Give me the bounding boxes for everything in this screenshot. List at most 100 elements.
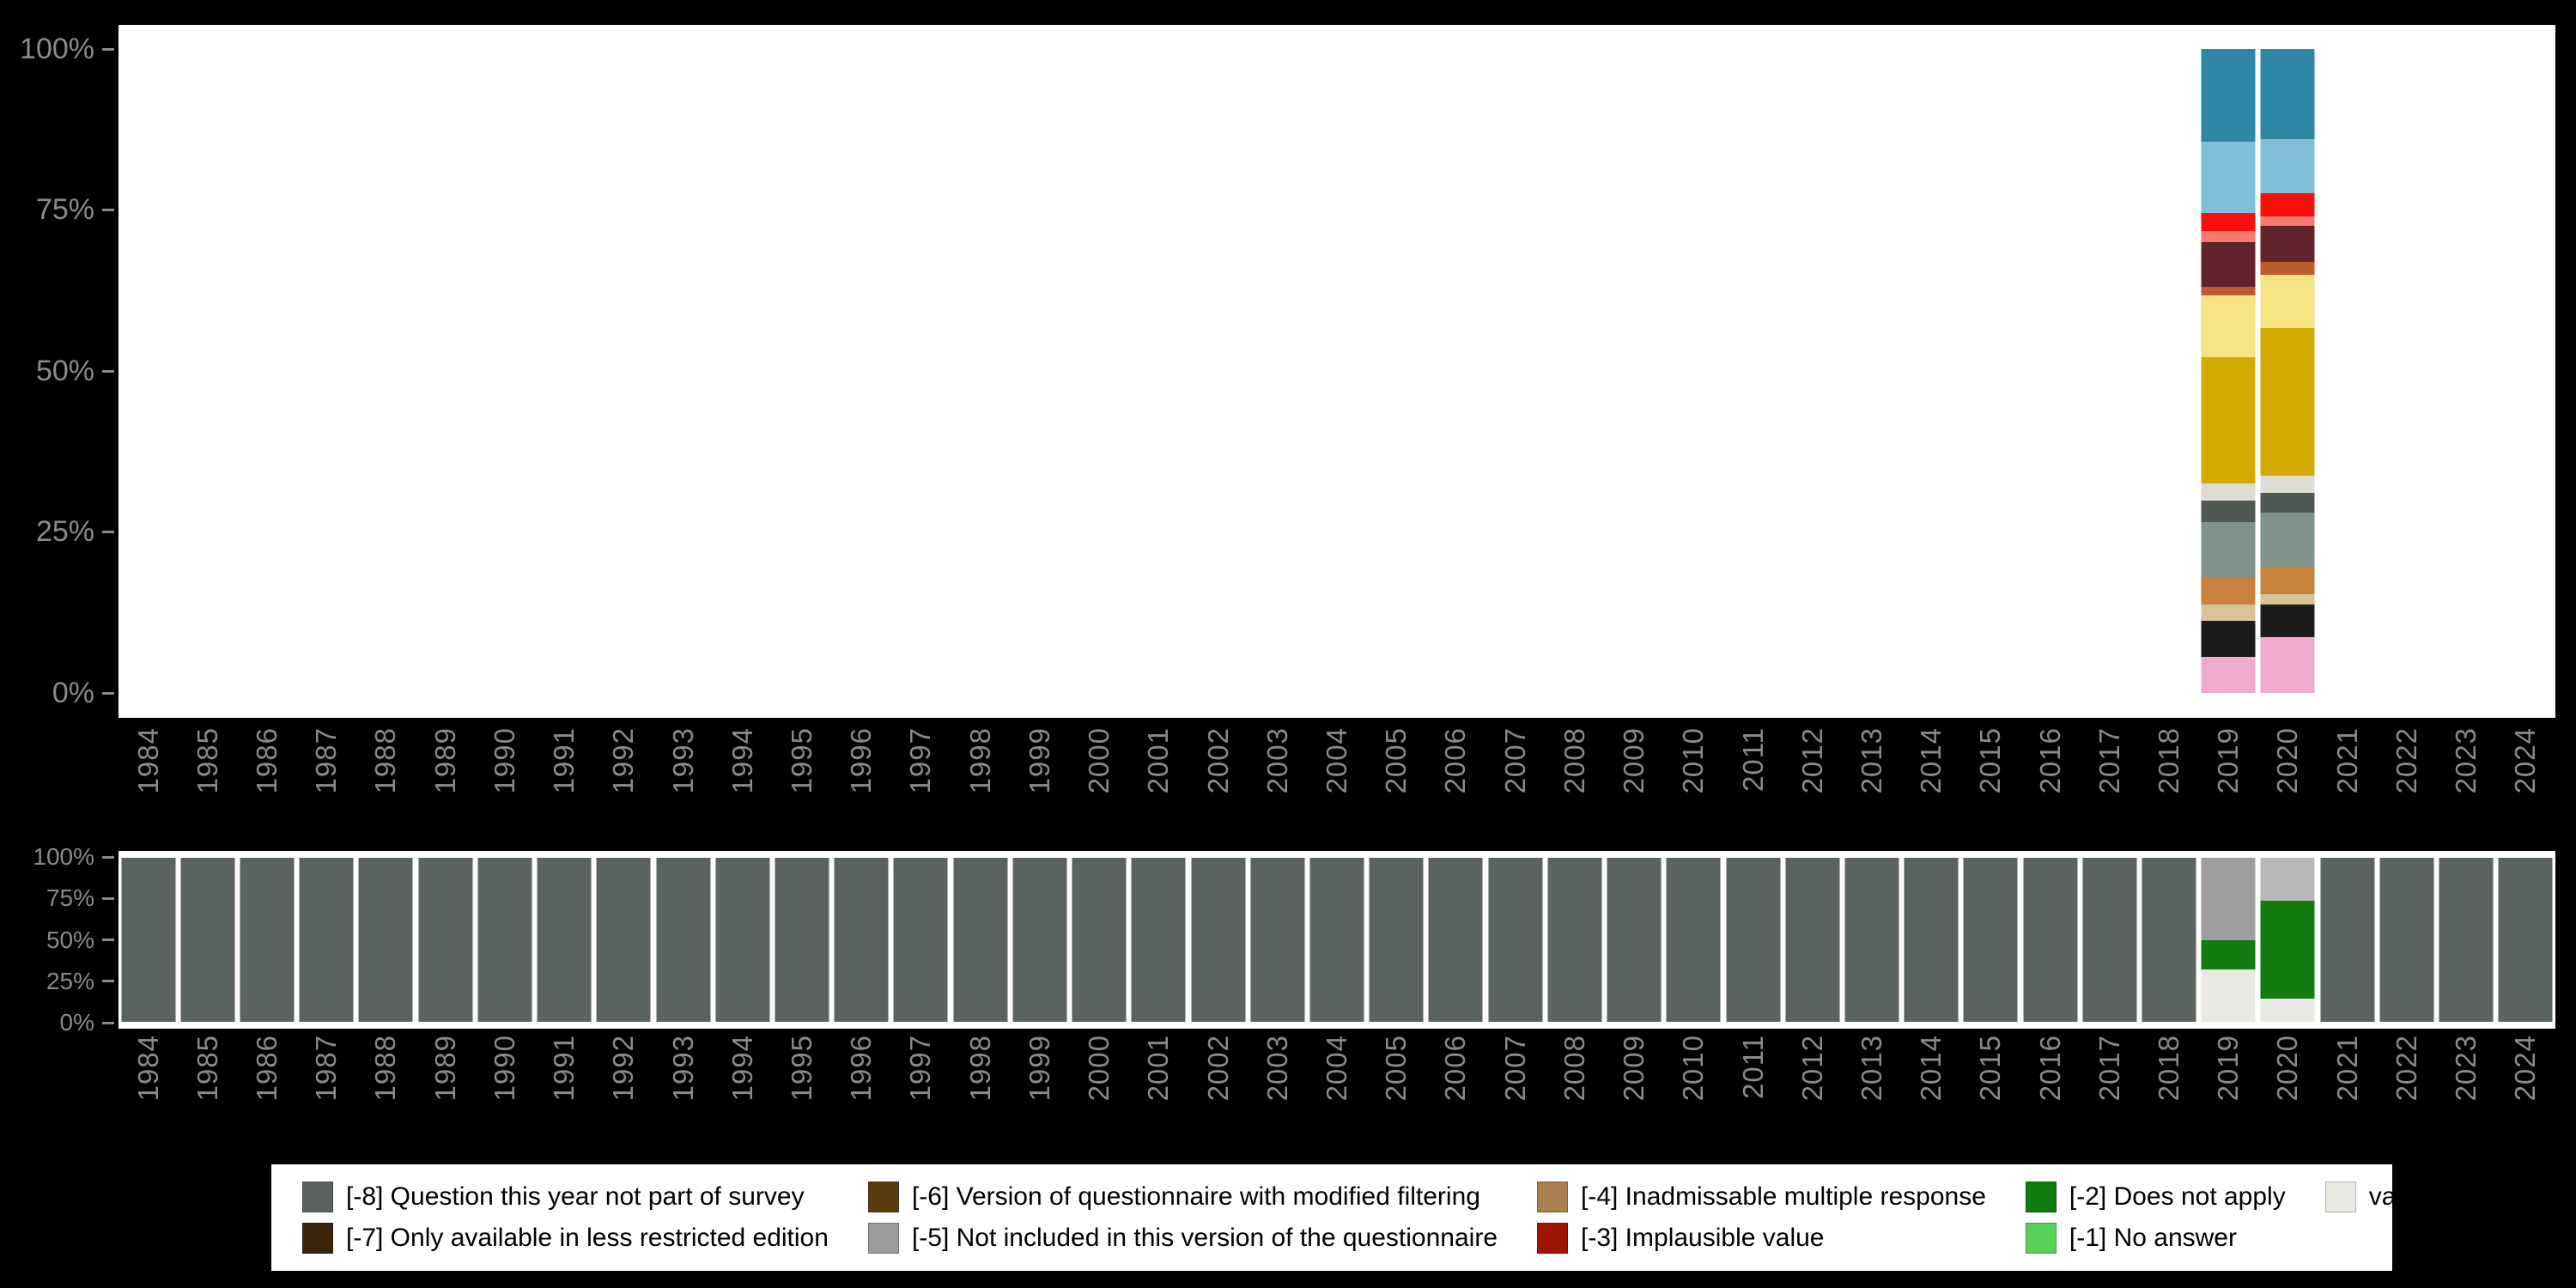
bar-slot-2015 [1961,858,2020,1022]
legend-swatch [302,1182,333,1212]
stacked-bar-1995 [775,858,829,1022]
x-tick-slot: 1993 [653,1035,713,1155]
legend-item: valid cases [2324,1176,2496,1218]
y-tick: 100% [33,843,118,870]
stacked-bar-1985 [180,858,235,1022]
x-tick-label-2021: 2021 [2330,1035,2363,1102]
y-tick: 25% [36,515,118,548]
bar-slot-1988 [356,858,416,1022]
x-tick-slot: 1996 [832,1035,891,1155]
bar-slot-2005 [1367,49,1426,693]
x-tick-slot: 1987 [297,1035,356,1155]
legend-item: [-8] Question this year not part of surv… [302,1176,829,1218]
bar-segment [2201,212,2256,231]
bar-segment [1547,858,1602,1022]
x-tick-slot: 2002 [1188,1035,1248,1155]
bar-slot-2014 [1902,49,1961,693]
bar-slot-1994 [713,858,772,1022]
bar-segment [2498,858,2553,1022]
bar-slot-2000 [1070,858,1129,1022]
x-tick-label-2009: 2009 [1618,1035,1650,1102]
y-tick-label: 75% [35,193,94,226]
bar-slot-1993 [653,49,713,693]
x-tick-label-1985: 1985 [191,1035,223,1102]
bar-segment [1072,858,1127,1022]
stacked-bar-2005 [1369,858,1424,1022]
x-tick-label-2004: 2004 [1320,1035,1352,1102]
bar-segment [2201,577,2256,605]
y-tick: 0% [60,1009,118,1036]
x-tick-slot: 2019 [2199,727,2258,848]
bar-slot-2011 [1723,858,1783,1022]
stacked-bar-2003 [1250,858,1305,1022]
x-tick-slot: 1999 [1010,727,1069,848]
x-tick-slot: 2018 [2139,1035,2198,1155]
y-tick-mark [102,939,114,941]
stacked-bar-1997 [893,858,948,1022]
legend-swatch [867,1223,899,1254]
stacked-bar-2006 [1428,858,1483,1022]
bar-slot-2024 [2496,49,2555,693]
x-tick-slot: 2024 [2496,727,2555,848]
chart-legend: [-8] Question this year not part of surv… [271,1164,2496,1271]
bar-slot-2017 [2080,49,2139,693]
bar-segment [2260,900,2315,999]
bar-segment [1250,858,1305,1022]
x-tick-label-2024: 2024 [2509,1035,2542,1102]
x-tick-label-2015: 2015 [1974,727,2007,794]
bar-segment [240,858,295,1022]
bar-segment [2201,242,2256,287]
y-tick-label: 0% [52,676,94,709]
bar-slot-1995 [772,49,831,693]
bar-slot-1989 [416,858,475,1022]
x-tick-label-2022: 2022 [2390,727,2422,794]
stacked-bar-1991 [537,858,592,1022]
lower-chart-x-axis: 1984 1985 1986 1987 1988 1989 1990 1991 1992 1993… [118,1035,2555,1155]
stacked-bar-2009 [1607,858,1662,1022]
x-tick-label-1987: 1987 [310,727,343,794]
bar-slot-1985 [178,49,237,693]
bar-slot-2008 [1545,858,1604,1022]
stacked-bar-1989 [418,858,473,1022]
y-tick-mark [102,209,114,211]
x-tick-label-2009: 2009 [1618,727,1650,794]
x-tick-label-2012: 2012 [1795,727,1828,794]
x-tick-slot: 1992 [594,1035,653,1155]
bar-slot-2002 [1188,49,1248,693]
bar-segment [1488,858,1543,1022]
bar-slot-2000 [1070,49,1129,693]
stacked-bar-2018 [2142,858,2196,1022]
x-tick-label-2003: 2003 [1261,1035,1293,1102]
bar-slot-1992 [594,858,653,1022]
bar-segment [2142,858,2196,1022]
x-tick-label-1997: 1997 [904,727,937,794]
y-tick-label: 50% [46,926,94,953]
bar-segment [2260,275,2315,328]
bar-slot-2008 [1545,49,1604,693]
x-tick-label-1999: 1999 [1023,727,1055,794]
bar-segment [1666,858,1721,1022]
x-tick-slot: 1991 [535,727,594,848]
bar-segment [2201,230,2256,242]
legend-swatch [1537,1223,1568,1254]
x-tick-slot: 1987 [297,727,356,848]
legend-item: [-7] Only available in less restricted e… [302,1218,829,1259]
bar-segment [656,858,711,1022]
stacked-bar-1990 [477,858,532,1022]
bar-slot-2001 [1129,49,1188,693]
x-tick-label-1994: 1994 [726,1035,758,1102]
stacked-bar-1984 [121,858,176,1022]
bar-slot-2018 [2139,858,2198,1022]
bar-slot-2018 [2139,49,2198,693]
x-tick-label-1993: 1993 [666,1035,699,1102]
x-tick-slot: 2005 [1367,1035,1426,1155]
y-tick: 50% [36,355,118,387]
y-tick-mark [102,896,114,900]
x-tick-slot: 1999 [1010,1035,1069,1155]
legend-swatch [2025,1223,2057,1254]
bar-slot-2014 [1902,858,1961,1022]
bar-segment [2201,521,2256,578]
bar-slot-2019 [2199,858,2258,1022]
legend-label: [-7] Only available in less restricted e… [346,1224,829,1252]
